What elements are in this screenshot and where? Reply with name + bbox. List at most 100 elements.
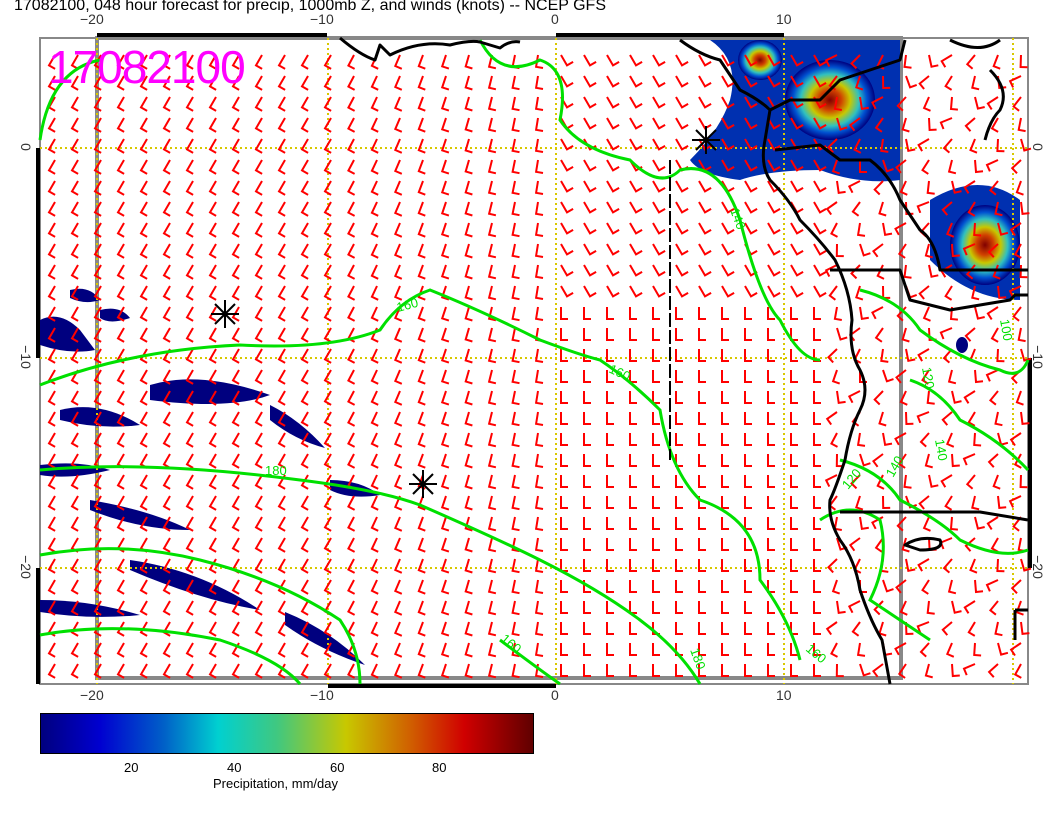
wind-barb bbox=[951, 663, 960, 678]
wind-barb bbox=[698, 454, 706, 467]
wind-barb bbox=[347, 369, 356, 385]
wind-barb bbox=[300, 474, 309, 490]
wind-barb bbox=[277, 264, 286, 280]
wind-barb bbox=[277, 348, 286, 364]
wind-barb bbox=[921, 159, 930, 175]
wind-barb bbox=[830, 222, 838, 238]
wind-barb bbox=[534, 537, 544, 552]
wind-barb bbox=[116, 264, 125, 280]
wind-barb bbox=[973, 222, 982, 237]
wind-barb bbox=[824, 474, 838, 488]
wind-barb bbox=[652, 243, 666, 256]
wind-barb bbox=[744, 601, 752, 614]
wind-barb bbox=[675, 391, 683, 404]
wind-barb bbox=[698, 601, 706, 614]
wind-barb bbox=[511, 432, 520, 448]
wind-barb bbox=[277, 642, 286, 658]
wind-barb bbox=[70, 516, 79, 532]
wind-barb bbox=[969, 138, 978, 154]
wind-barb bbox=[323, 243, 332, 259]
wind-barb bbox=[93, 642, 102, 658]
wind-barb bbox=[440, 369, 450, 385]
wind-barb bbox=[905, 348, 916, 362]
wind-barb bbox=[1009, 222, 1022, 237]
wind-barb bbox=[744, 538, 752, 551]
wind-barb bbox=[70, 474, 79, 490]
wind-barb bbox=[698, 517, 706, 530]
wind-barb bbox=[208, 579, 217, 595]
wind-barb bbox=[370, 285, 379, 301]
wind-barb bbox=[116, 159, 125, 175]
wind-barb bbox=[721, 159, 735, 172]
wind-barb bbox=[872, 453, 884, 468]
wind-barb bbox=[417, 54, 426, 70]
wind-barb bbox=[300, 369, 309, 385]
wind-barb bbox=[813, 622, 821, 635]
wind-barb bbox=[464, 579, 473, 595]
wind-barb bbox=[254, 222, 263, 238]
wind-barb bbox=[70, 117, 79, 133]
wind-barb bbox=[116, 642, 125, 658]
wind-barb bbox=[277, 201, 286, 217]
wind-barb bbox=[231, 453, 240, 469]
wind-barb bbox=[606, 264, 620, 277]
wind-barb bbox=[916, 621, 930, 634]
wind-barb bbox=[70, 306, 79, 322]
wind-barb bbox=[1015, 600, 1024, 616]
wind-barb bbox=[162, 159, 171, 175]
wind-barb bbox=[254, 54, 263, 70]
wind-barb bbox=[974, 96, 985, 110]
wind-barb bbox=[300, 75, 309, 91]
wind-barb bbox=[464, 180, 473, 196]
wind-barb bbox=[964, 537, 976, 552]
coastline bbox=[339, 36, 1029, 685]
wind-barb bbox=[116, 495, 125, 511]
wind-barb bbox=[698, 538, 706, 551]
wind-barb bbox=[417, 75, 426, 91]
wind-barb bbox=[464, 537, 473, 553]
wind-barb bbox=[698, 285, 712, 298]
wind-barb bbox=[417, 453, 426, 469]
wind-barb bbox=[440, 390, 450, 406]
wind-barb bbox=[560, 264, 574, 277]
wind-barb bbox=[347, 117, 356, 133]
wind-barb bbox=[93, 117, 102, 133]
wind-barb bbox=[254, 96, 263, 112]
wind-barb bbox=[70, 327, 79, 343]
wind-barb bbox=[652, 496, 660, 509]
wind-barb bbox=[162, 579, 171, 595]
wind-barb bbox=[70, 642, 79, 658]
wind-barb bbox=[698, 559, 706, 572]
wind-barb bbox=[93, 243, 102, 259]
wind-barb bbox=[300, 621, 309, 637]
wind-barb bbox=[534, 159, 544, 174]
wind-barb bbox=[744, 496, 752, 509]
wind-barb bbox=[721, 496, 729, 509]
wind-barb bbox=[871, 306, 884, 320]
wind-barb bbox=[464, 453, 473, 469]
wind-barb bbox=[583, 454, 591, 467]
wind-barb bbox=[347, 390, 356, 406]
wind-barb bbox=[185, 663, 194, 679]
wind-barb bbox=[323, 537, 332, 553]
wind-barb bbox=[511, 264, 520, 280]
wind-barb bbox=[440, 600, 450, 616]
wind-barb bbox=[790, 54, 804, 67]
wind-barb bbox=[417, 411, 426, 427]
wind-barb bbox=[606, 285, 620, 298]
wind-barb bbox=[767, 264, 781, 277]
wind-barb bbox=[928, 117, 937, 132]
wind-barb bbox=[440, 453, 450, 469]
wind-barb bbox=[464, 558, 473, 574]
lon-tick-bottom: 0 bbox=[551, 687, 559, 703]
wind-barb bbox=[70, 264, 79, 280]
wind-barb bbox=[70, 201, 79, 217]
wind-barb bbox=[93, 96, 102, 112]
wind-barb bbox=[951, 243, 960, 258]
wind-barb bbox=[370, 222, 379, 238]
wind-barb bbox=[675, 264, 689, 277]
wind-barb bbox=[988, 180, 999, 196]
wind-barb bbox=[231, 138, 240, 154]
wind-barb bbox=[629, 285, 643, 298]
wind-barb bbox=[487, 75, 497, 91]
